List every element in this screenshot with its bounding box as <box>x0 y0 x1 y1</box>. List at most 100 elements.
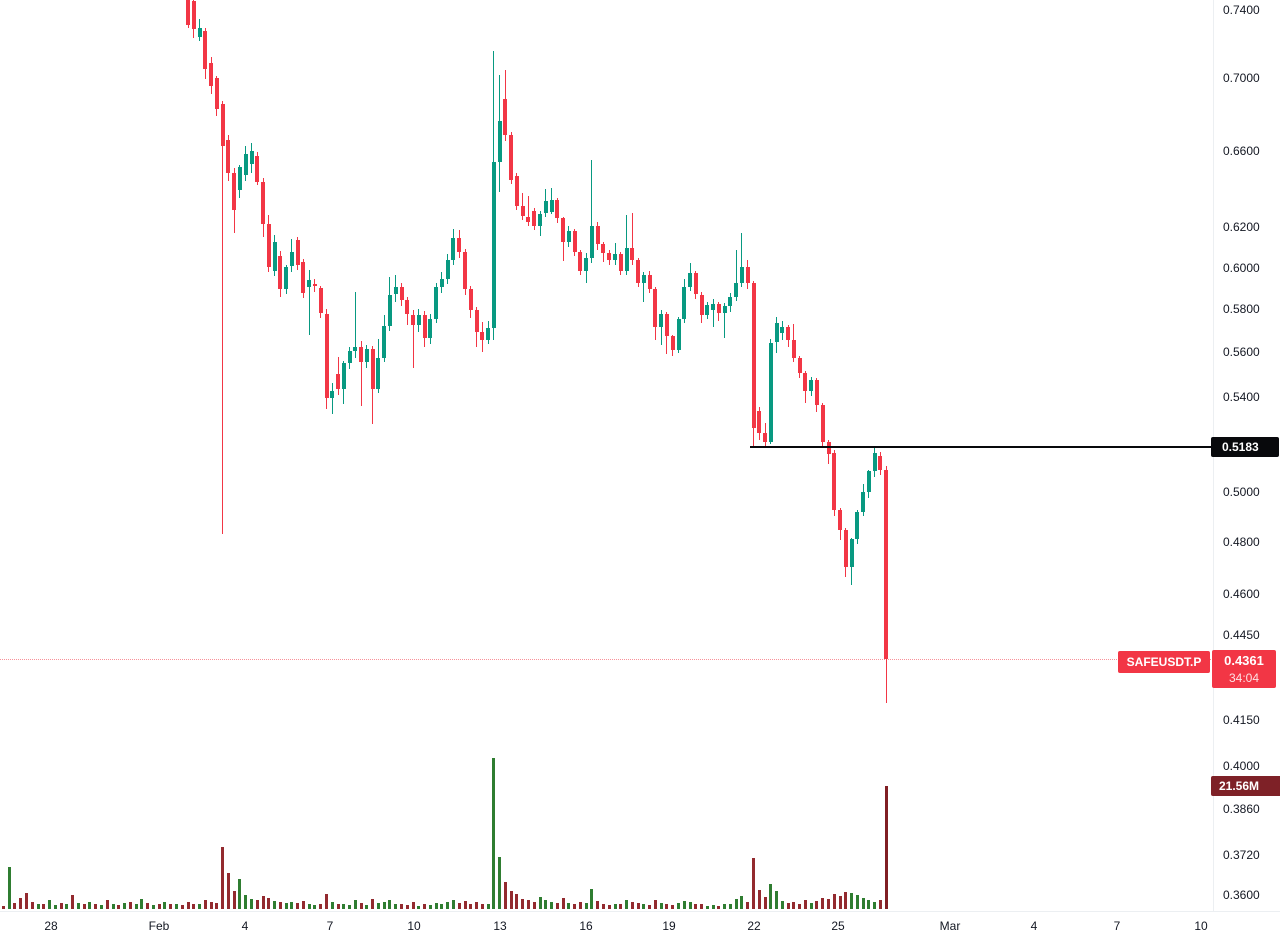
time-tick-label: 13 <box>493 919 507 933</box>
price-tick-label: 0.5400 <box>1223 390 1260 404</box>
candle-wick <box>614 243 616 265</box>
volume-bar <box>711 905 715 909</box>
candle-body <box>520 205 525 217</box>
time-axis[interactable]: 28 Feb 4 7 10 13 16 19 22 25 Mar 4 7 10 <box>0 911 1280 939</box>
volume-bar <box>590 888 594 909</box>
candle-body <box>214 78 219 110</box>
volume-bar <box>313 905 317 909</box>
volume-bar <box>65 904 69 909</box>
volume-bar <box>434 902 438 909</box>
volume-bar <box>359 902 363 909</box>
volume-bar <box>705 905 709 909</box>
price-tick-label: 0.3720 <box>1223 847 1260 862</box>
time-tick-label: Mar <box>939 919 961 933</box>
volume-bar <box>694 904 698 909</box>
candle-body <box>474 310 479 332</box>
candle-body <box>613 254 617 261</box>
volume-bar <box>59 902 63 909</box>
volume-bar <box>446 901 450 909</box>
candle-body <box>716 303 721 314</box>
candle-body <box>307 280 312 288</box>
volume-bar <box>48 899 51 909</box>
candle-body <box>439 278 444 288</box>
volume-bar <box>544 899 548 909</box>
candle-body <box>682 287 687 319</box>
candle-body <box>451 238 456 261</box>
volume-bar <box>607 905 611 909</box>
price-tick-label: 0.5000 <box>1223 484 1260 499</box>
candle-body <box>820 405 825 443</box>
candle-body <box>422 314 427 339</box>
volume-bar <box>561 898 565 909</box>
time-tick-label: 22 <box>747 919 761 933</box>
time-tick-label: Feb <box>148 919 170 933</box>
volume-bar <box>832 894 836 909</box>
horizontal-line-drawing[interactable] <box>750 446 1213 449</box>
candle-body <box>399 287 404 300</box>
candle-body <box>797 357 802 374</box>
candle-body <box>647 274 652 290</box>
price-tick-label: 0.4800 <box>1223 534 1260 549</box>
candle-body <box>543 200 548 214</box>
last-price-value: 0.4361 <box>1224 653 1264 669</box>
candle-body <box>480 331 485 341</box>
volume-bar <box>677 903 680 909</box>
candle-body <box>814 380 819 405</box>
volume-bar <box>734 898 738 909</box>
volume-bar <box>388 899 392 909</box>
volume-bar <box>140 898 144 909</box>
candle-body <box>866 470 871 493</box>
volume-bar <box>128 902 132 909</box>
volume-bar <box>157 903 161 909</box>
volume-bar <box>567 902 571 909</box>
candle-body <box>468 289 473 311</box>
volume-bar <box>630 902 634 909</box>
candle-wick <box>412 310 414 368</box>
volume-bar <box>371 898 375 909</box>
candle-body <box>463 252 467 290</box>
last-price-label: 0.4361 34:04 <box>1212 650 1276 689</box>
volume-bar <box>625 900 628 909</box>
candle-body <box>295 240 300 265</box>
candle-body <box>664 313 669 336</box>
candle-body <box>745 266 750 284</box>
volume-bar <box>53 905 57 909</box>
candle-wick <box>735 250 737 301</box>
candle-body <box>255 156 260 182</box>
volume-bar <box>653 899 657 909</box>
candle-body <box>659 313 664 328</box>
volume-bar <box>330 902 334 909</box>
price-tick-label: 0.3600 <box>1223 888 1260 902</box>
candle-body <box>791 340 796 358</box>
volume-bar <box>775 891 778 909</box>
price-tick-label: 0.6200 <box>1223 220 1260 235</box>
candle-body <box>526 216 531 223</box>
volume-bar <box>301 901 305 909</box>
candle-body <box>347 351 352 364</box>
candle-body <box>237 167 242 191</box>
symbol-price-tag[interactable]: SAFEUSDT.P <box>1118 651 1210 674</box>
volume-bar <box>267 898 271 909</box>
volume-bar <box>134 903 138 909</box>
volume-bar <box>151 905 155 909</box>
candle-body <box>209 62 214 87</box>
volume-bar <box>878 900 882 909</box>
volume-bar <box>411 901 415 909</box>
candle-body <box>855 512 860 539</box>
volume-bar <box>203 899 207 909</box>
candle-body <box>232 173 237 210</box>
volume-bar <box>250 898 253 909</box>
volume-bar <box>480 904 484 909</box>
volume-bar <box>215 902 219 909</box>
line-price-label: 0.5183 <box>1211 437 1279 458</box>
candle-body <box>509 134 514 180</box>
volume-bar <box>827 899 830 909</box>
candle-body <box>284 266 289 290</box>
volume-bar <box>117 905 121 909</box>
volume-bar <box>757 889 761 909</box>
candle-body <box>872 452 877 471</box>
candle-body <box>393 287 398 295</box>
chart-plot-area[interactable] <box>0 0 1213 911</box>
candle-body <box>832 453 837 511</box>
candle-body <box>878 456 883 471</box>
